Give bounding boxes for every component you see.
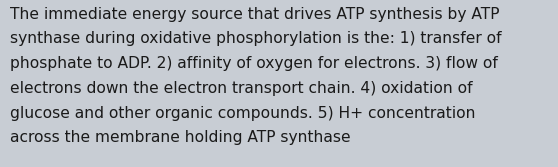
- Text: electrons down the electron transport chain. 4) oxidation of: electrons down the electron transport ch…: [10, 81, 473, 96]
- Text: The immediate energy source that drives ATP synthesis by ATP: The immediate energy source that drives …: [10, 7, 499, 22]
- Text: synthase during oxidative phosphorylation is the: 1) transfer of: synthase during oxidative phosphorylatio…: [10, 31, 502, 46]
- Text: phosphate to ADP. 2) affinity of oxygen for electrons. 3) flow of: phosphate to ADP. 2) affinity of oxygen …: [10, 56, 498, 71]
- Text: across the membrane holding ATP synthase: across the membrane holding ATP synthase: [10, 130, 350, 145]
- Text: glucose and other organic compounds. 5) H+ concentration: glucose and other organic compounds. 5) …: [10, 106, 475, 121]
